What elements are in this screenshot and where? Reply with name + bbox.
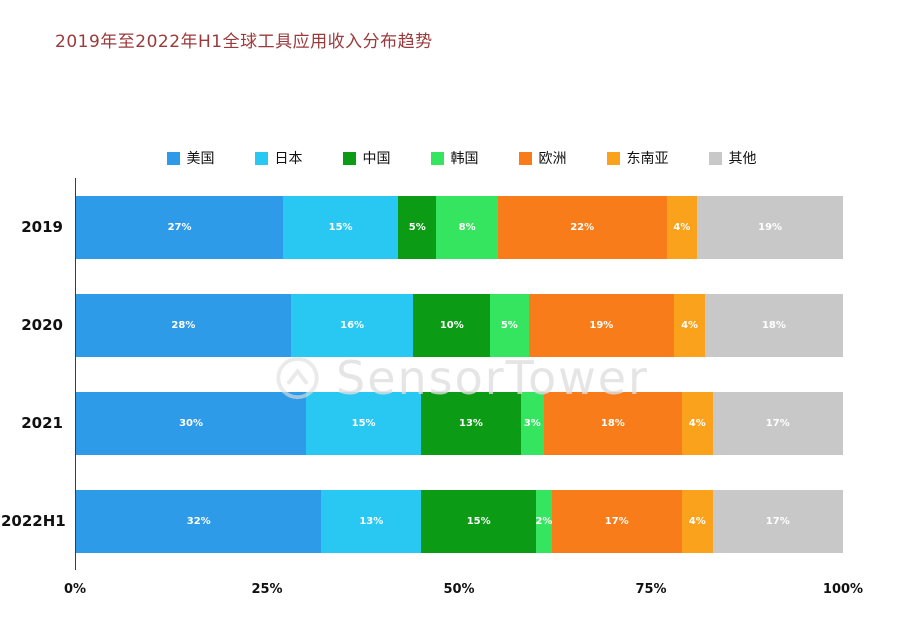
bar-value-label: 15% [328,221,353,233]
plot-area: 2019 27% 15% 5% 8% 22% 4% 19% 2020 28% 16% 10% 5% 19%… [1,178,843,570]
bar-segment: 22% [497,195,667,259]
y-axis-label: 2021 [21,414,63,432]
bar-track: 32% 13% 15% 2% 17% 4% 17% [76,489,843,553]
bar-segment: 19% [528,293,675,357]
x-axis: 0% 25% 50% 75% 100% [64,582,863,602]
legend-swatch [430,151,444,165]
bar-segment: 16% [290,293,414,357]
bar-value-label: 30% [179,417,204,429]
bar-value-label: 2% [535,515,553,527]
y-axis-label: 2022H1 [1,512,66,530]
legend-label: 美国 [186,151,215,167]
bar-segment: 18% [704,293,843,357]
bar-segment: 30% [76,391,307,455]
y-axis-label: 2019 [21,218,63,236]
bar-segment: 17% [551,489,682,553]
bar-segment: 2% [535,489,553,553]
bar-row: 2021 30% 15% 13% 3% 18% 4% 17% [21,374,843,472]
bar-segment: 4% [681,391,713,455]
legend-label: 东南亚 [626,151,669,167]
legend-label: 其他 [728,151,757,167]
bar-segment: 13% [421,391,521,455]
bar-value-label: 13% [459,417,483,429]
bar-value-label: 17% [604,515,629,527]
bar-segment: 4% [666,195,698,259]
bar-segment: 32% [76,489,322,553]
bar-row: 2020 28% 16% 10% 5% 19% 4% 18% [21,276,843,374]
chart-title: 2019年至2022年H1全球工具应用收入分布趋势 [55,32,433,52]
bar-value-label: 16% [340,319,365,331]
bar-track: 30% 15% 13% 3% 18% 4% 17% [76,391,843,455]
bar-value-label: 28% [171,319,196,331]
legend: 美国 日本 中国 韩国 欧洲 东南亚 其他 [0,148,923,168]
bar-segment: 13% [321,489,422,553]
bar-row: 2019 27% 15% 5% 8% 22% 4% 19% [21,178,843,276]
bar-value-label: 4% [673,221,691,233]
bar-value-label: 5% [408,221,426,233]
bar-track: 27% 15% 5% 8% 22% 4% 19% [76,195,843,259]
y-axis-label: 2020 [21,316,63,334]
bar-segment: 4% [674,293,705,357]
bar-segment: 8% [436,195,498,259]
legend-item-5: 欧洲 [518,148,567,168]
bar-segment: 5% [490,293,529,357]
legend-item-7: 其他 [708,148,757,168]
bar-segment: 28% [76,293,291,357]
bar-segment: 3% [520,391,544,455]
x-axis-tick-label: 75% [635,582,667,597]
bar-value-label: 17% [765,515,790,527]
x-axis-tick-label: 25% [251,582,283,597]
bar-segment: 17% [712,391,843,455]
legend-label: 中国 [362,151,391,167]
bar-value-label: 8% [458,221,476,233]
bar-segment: 15% [421,489,537,553]
x-axis-tick-label: 100% [822,582,864,597]
legend-swatch [342,151,356,165]
bar-segment: 5% [398,195,437,259]
legend-label: 欧洲 [538,151,567,167]
bar-value-label: 3% [523,417,541,429]
legend-swatch [254,151,268,165]
bar-value-label: 22% [570,221,595,233]
bar-value-label: 15% [466,515,491,527]
bar-segment: 4% [681,489,713,553]
bar-segment: 15% [306,391,422,455]
bar-segment: 27% [76,195,284,259]
bar-value-label: 27% [167,221,192,233]
legend-swatch [518,151,532,165]
legend-swatch [166,151,180,165]
legend-item-6: 东南亚 [606,148,669,168]
x-axis-tick-label: 50% [443,582,475,597]
bar-value-label: 18% [600,417,625,429]
bar-value-label: 32% [186,515,211,527]
legend-item-3: 中国 [342,148,391,168]
bar-value-label: 10% [439,319,464,331]
bar-value-label: 17% [765,417,790,429]
bar-value-label: 4% [681,319,699,331]
legend-label: 日本 [274,151,303,167]
bar-value-label: 13% [359,515,384,527]
legend-swatch [606,151,620,165]
bar-row: 2022H1 32% 13% 15% 2% 17% 4% 17% [1,472,843,570]
bar-value-label: 19% [589,319,614,331]
legend-item-1: 美国 [166,148,215,168]
bar-value-label: 15% [351,417,376,429]
bar-value-label: 19% [758,221,783,233]
bar-segment: 18% [543,391,682,455]
legend-item-4: 韩国 [430,148,479,168]
bar-segment: 19% [697,195,843,259]
legend-label: 韩国 [450,151,479,167]
bar-segment: 17% [712,489,843,553]
legend-item-2: 日本 [254,148,303,168]
bar-value-label: 4% [688,515,706,527]
bar-value-label: 5% [500,319,518,331]
bar-segment: 10% [413,293,491,357]
bar-value-label: 4% [688,417,706,429]
bar-value-label: 18% [761,319,786,331]
x-axis-tick-label: 0% [63,582,87,597]
bar-segment: 15% [283,195,399,259]
legend-swatch [708,151,722,165]
bar-track: 28% 16% 10% 5% 19% 4% 18% [76,293,843,357]
